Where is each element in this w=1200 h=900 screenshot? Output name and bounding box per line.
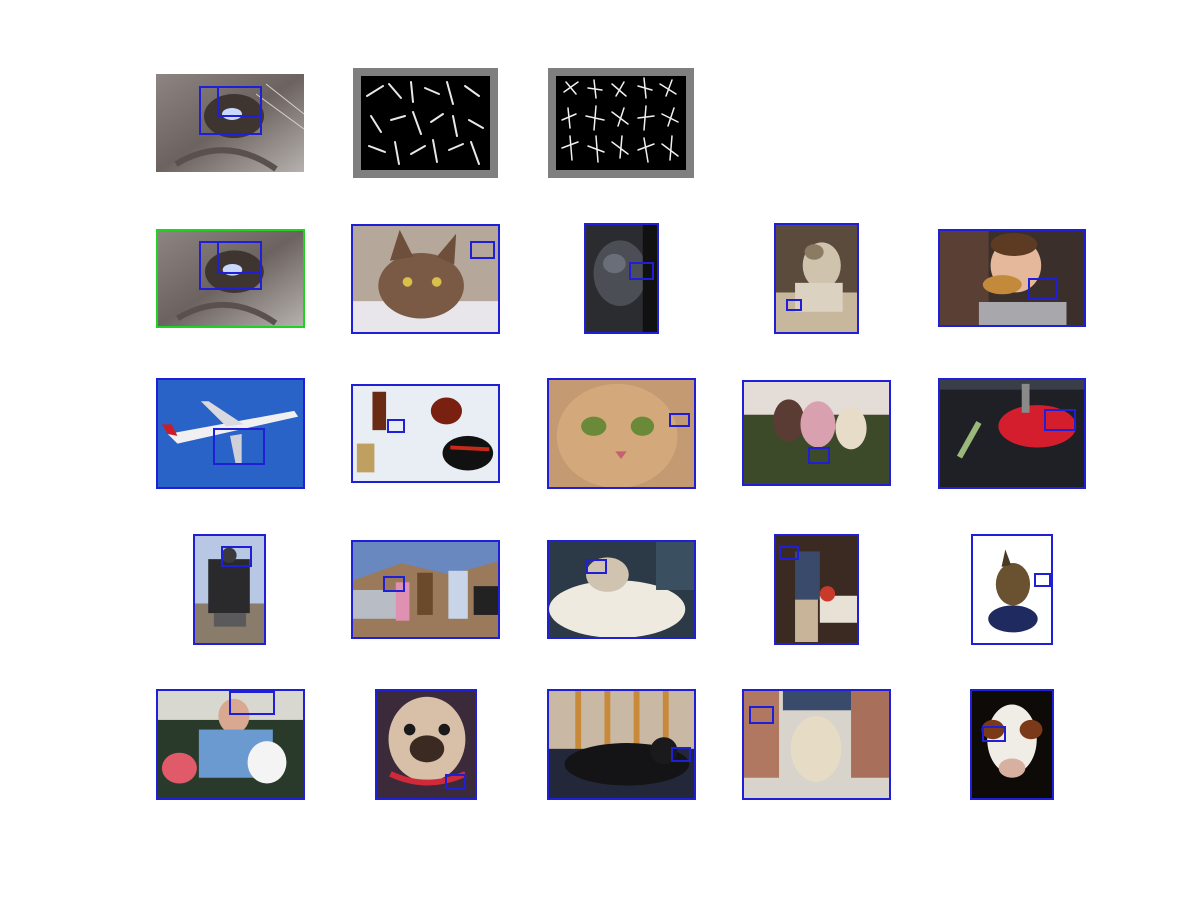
match-box bbox=[779, 546, 799, 560]
result-image-brown-cat[interactable] bbox=[351, 224, 500, 334]
result-image-cat-eye[interactable] bbox=[156, 229, 305, 328]
result-image-locomotive[interactable] bbox=[193, 534, 266, 645]
result-image-black-cat-chair[interactable] bbox=[547, 689, 696, 800]
query-image bbox=[156, 74, 304, 172]
result-image-table-bottles[interactable] bbox=[351, 384, 500, 483]
result-image-pug[interactable] bbox=[375, 689, 477, 800]
result-image-desert-people[interactable] bbox=[351, 540, 500, 639]
match-box bbox=[1028, 278, 1058, 300]
match-box bbox=[221, 546, 252, 567]
result-image-dog-blanket[interactable] bbox=[547, 540, 696, 639]
result-image-man-table[interactable] bbox=[774, 534, 859, 645]
result-image-puppy[interactable] bbox=[774, 223, 859, 334]
match-box bbox=[213, 428, 265, 465]
hog-visualization-right bbox=[548, 68, 694, 178]
result-image-airplane[interactable] bbox=[156, 378, 305, 489]
result-image-fluffy-dog[interactable] bbox=[742, 689, 891, 800]
result-image-yorkie[interactable] bbox=[971, 534, 1053, 645]
match-box bbox=[217, 86, 262, 117]
result-image-cow[interactable] bbox=[970, 689, 1054, 800]
match-box bbox=[982, 726, 1006, 742]
match-box bbox=[470, 241, 495, 259]
match-box bbox=[629, 262, 654, 280]
result-image-boy-burger[interactable] bbox=[938, 229, 1086, 327]
match-box bbox=[387, 419, 405, 433]
result-image-three-people[interactable] bbox=[742, 380, 891, 486]
hog-visualization-left bbox=[353, 68, 498, 178]
match-box bbox=[383, 576, 405, 592]
result-image-man-baby-dog[interactable] bbox=[156, 689, 305, 800]
match-box bbox=[749, 706, 774, 724]
result-image-black-dog[interactable] bbox=[584, 223, 659, 334]
match-box bbox=[586, 559, 607, 574]
result-image-cat-face[interactable] bbox=[547, 378, 696, 489]
match-box bbox=[229, 691, 275, 715]
match-box bbox=[1034, 573, 1051, 587]
match-box bbox=[786, 299, 802, 311]
match-box bbox=[1044, 409, 1076, 431]
match-box bbox=[671, 747, 691, 762]
match-box bbox=[669, 413, 690, 427]
match-box bbox=[217, 241, 262, 274]
match-box bbox=[808, 447, 830, 464]
result-image-hummingbird-feeder[interactable] bbox=[938, 378, 1086, 489]
match-box bbox=[445, 774, 466, 790]
